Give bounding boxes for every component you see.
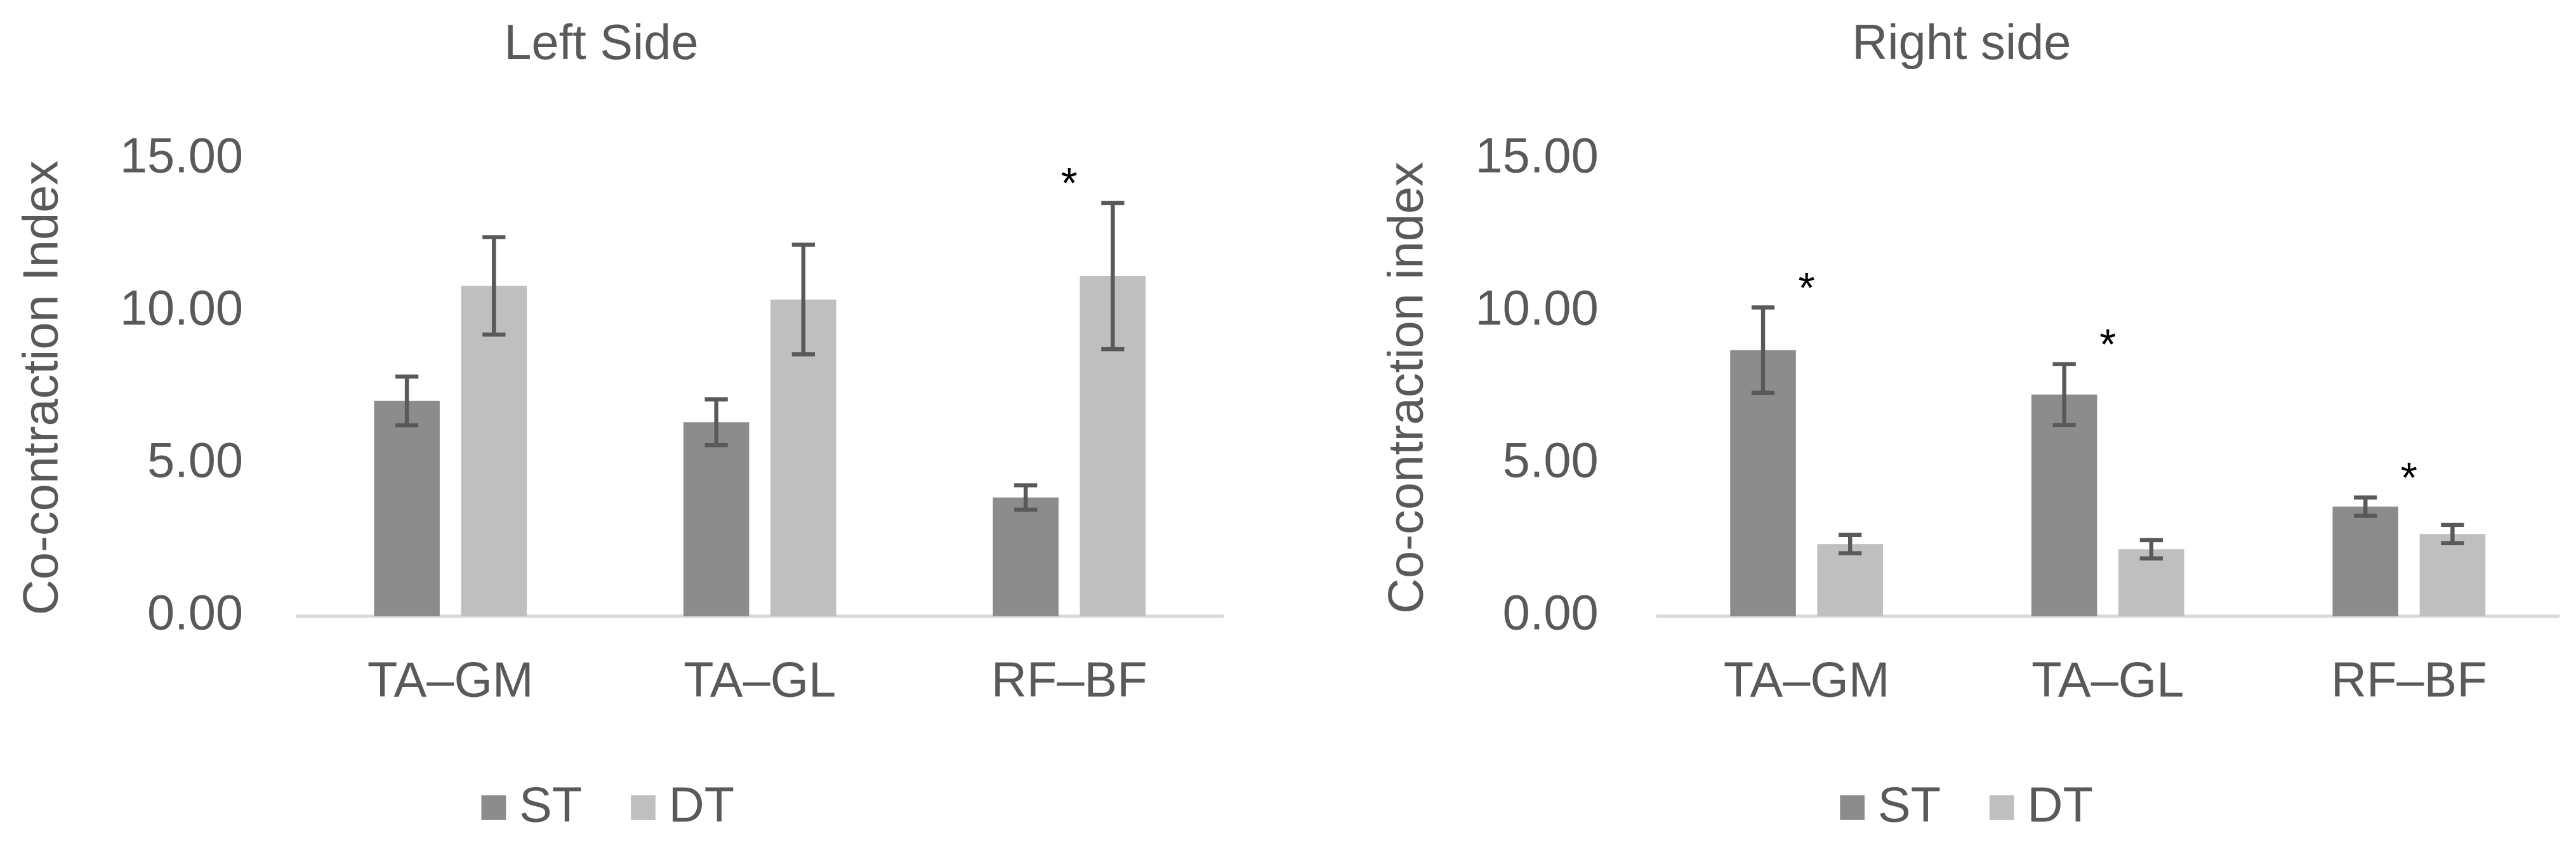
y-tick-label: 15.00 [1475, 129, 1598, 183]
y-tick-label: 5.00 [1503, 434, 1599, 488]
bar [683, 422, 750, 616]
error-bar [1751, 305, 1775, 395]
x-tick-label: RF–BF [991, 653, 1147, 708]
x-tick-label: TA–GL [2031, 653, 2184, 708]
legend-label: DT [669, 778, 735, 832]
error-bar [2354, 495, 2377, 518]
error-bar [2052, 362, 2076, 427]
y-tick-label: 10.00 [1475, 281, 1598, 336]
y-axis-label: Co-contraction index [1379, 162, 1434, 614]
error-bar [1014, 483, 1038, 512]
error-bar [791, 242, 815, 357]
chart-title: Right side [1852, 15, 2071, 70]
y-tick-label: 5.00 [147, 434, 243, 488]
legend-label: DT [2027, 778, 2093, 832]
annotation: * [1799, 264, 1815, 312]
y-axis-label: Co-contraction Index [13, 161, 68, 615]
y-tick-label: 10.00 [120, 281, 243, 336]
legend-swatch [1840, 795, 1865, 820]
error-bar [2441, 522, 2464, 545]
annotation: * [2099, 321, 2116, 369]
x-tick-label: TA–GM [367, 653, 534, 708]
error-bar [395, 374, 419, 428]
legend-label: ST [1878, 778, 1941, 832]
bar [461, 286, 527, 616]
error-bar [1839, 533, 1862, 555]
legend-swatch [481, 795, 506, 820]
error-bar [1101, 201, 1125, 352]
error-bar [2139, 538, 2163, 560]
legend-label: ST [519, 778, 582, 832]
legend-swatch [1989, 795, 2014, 820]
chart-title: Left Side [504, 15, 698, 70]
bar [374, 401, 440, 616]
y-tick-label: 0.00 [1503, 585, 1599, 640]
bar [2031, 394, 2097, 616]
bar [2332, 507, 2398, 616]
bar [1817, 544, 1884, 616]
annotation: * [2401, 454, 2417, 502]
error-bar [704, 397, 728, 447]
y-tick-label: 0.00 [147, 585, 243, 640]
x-tick-label: TA–GL [684, 653, 836, 708]
x-tick-label: RF–BF [2331, 653, 2487, 708]
bar [2419, 534, 2486, 616]
annotation: * [1061, 160, 1078, 208]
bar [993, 497, 1059, 616]
error-bar [482, 235, 506, 337]
y-tick-label: 15.00 [120, 129, 243, 183]
x-tick-label: TA–GM [1724, 653, 1890, 708]
legend-swatch [631, 795, 656, 820]
